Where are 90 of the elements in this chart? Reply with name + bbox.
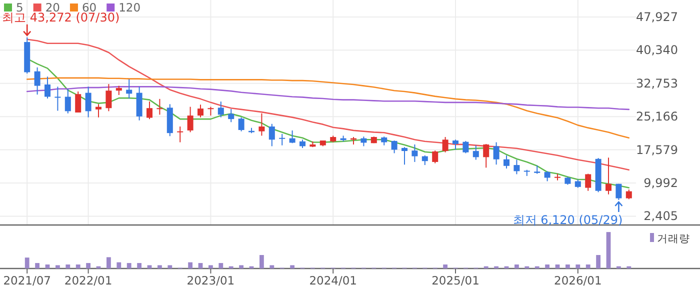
candlestick bbox=[258, 112, 265, 136]
y-tick-label: 40,340 bbox=[636, 43, 678, 58]
bar bbox=[545, 264, 550, 268]
x-tick-label: 2022/01 bbox=[64, 274, 112, 288]
candlestick bbox=[96, 104, 102, 118]
bar bbox=[208, 265, 213, 268]
candlestick bbox=[360, 136, 367, 147]
x-tick-label: 2025/01 bbox=[432, 274, 480, 288]
bar bbox=[137, 263, 142, 268]
candlestick bbox=[432, 150, 438, 164]
bar bbox=[260, 255, 264, 268]
candlestick bbox=[54, 86, 61, 112]
candlestick bbox=[146, 101, 152, 120]
bar bbox=[158, 265, 162, 268]
legend-label: 120 bbox=[118, 0, 141, 14]
bar bbox=[290, 265, 294, 268]
candlestick bbox=[452, 139, 458, 150]
bar bbox=[218, 263, 224, 268]
bar bbox=[116, 262, 122, 268]
candlestick bbox=[472, 144, 479, 160]
bar bbox=[586, 264, 590, 268]
x-tick-label: 2021/07 bbox=[3, 274, 51, 288]
bar bbox=[188, 262, 192, 268]
bar bbox=[514, 264, 519, 268]
y-tick-label: 9,992 bbox=[644, 176, 678, 190]
candlestick bbox=[462, 140, 469, 154]
candlestick bbox=[156, 98, 163, 116]
bar bbox=[86, 263, 90, 268]
candlestick bbox=[483, 144, 490, 168]
candlestick bbox=[238, 116, 244, 132]
candlestick bbox=[544, 170, 550, 182]
candlestick bbox=[422, 154, 428, 166]
candlestick bbox=[402, 146, 408, 166]
candlestick bbox=[585, 173, 592, 192]
bar bbox=[606, 232, 611, 268]
annotation: 최저 6,120 (05/29) bbox=[512, 212, 623, 227]
bar bbox=[35, 263, 40, 268]
line-series bbox=[26, 38, 630, 170]
candlestick bbox=[442, 136, 448, 153]
candlestick bbox=[504, 154, 510, 170]
bar bbox=[76, 264, 80, 268]
candlestick bbox=[228, 108, 234, 123]
candlestick bbox=[391, 140, 398, 154]
y-tick-label: 17,579 bbox=[636, 142, 678, 157]
candlestick bbox=[289, 130, 296, 144]
x-tick-label: 2023/01 bbox=[186, 274, 235, 288]
bar bbox=[106, 257, 111, 268]
candlestick bbox=[187, 106, 194, 133]
legend-label: 거래량 bbox=[657, 233, 690, 245]
candlestick bbox=[136, 86, 142, 121]
y-tick-label: 2,405 bbox=[644, 209, 678, 224]
x-tick-label: 2026/01 bbox=[554, 274, 602, 288]
bar bbox=[443, 264, 448, 268]
candlestick bbox=[85, 86, 92, 118]
bar bbox=[566, 264, 570, 268]
bar bbox=[168, 265, 172, 268]
bar bbox=[596, 255, 600, 268]
candlestick bbox=[218, 101, 224, 118]
candlestick bbox=[64, 88, 71, 114]
x-tick-label: 2024/01 bbox=[309, 274, 357, 288]
candlestick bbox=[514, 159, 520, 175]
y-tick-label: 32,753 bbox=[636, 76, 678, 90]
candlestick bbox=[493, 142, 500, 166]
candlestick bbox=[106, 84, 112, 112]
bar bbox=[198, 263, 203, 268]
bar bbox=[56, 265, 60, 268]
bar bbox=[270, 265, 274, 268]
candlestick bbox=[116, 85, 122, 96]
bar bbox=[576, 264, 580, 268]
candlestick bbox=[268, 123, 275, 147]
candlestick bbox=[177, 126, 184, 143]
y-tick-label: 25,166 bbox=[636, 110, 678, 124]
bar bbox=[24, 258, 30, 268]
y-tick-label: 47,927 bbox=[636, 10, 678, 24]
bar bbox=[147, 265, 152, 268]
candlestick bbox=[75, 90, 82, 113]
candlestick bbox=[198, 104, 204, 118]
candlestick bbox=[606, 157, 612, 195]
candlestick bbox=[616, 183, 622, 200]
bar bbox=[66, 264, 70, 268]
bar bbox=[126, 263, 132, 268]
bar bbox=[555, 264, 560, 268]
candlestick bbox=[279, 133, 286, 146]
candlestick bbox=[626, 189, 632, 200]
bar bbox=[239, 265, 244, 268]
bar bbox=[45, 264, 50, 268]
candlestick bbox=[34, 66, 40, 96]
candlestick bbox=[44, 76, 50, 99]
candlestick bbox=[126, 78, 132, 99]
candlestick bbox=[412, 144, 418, 162]
